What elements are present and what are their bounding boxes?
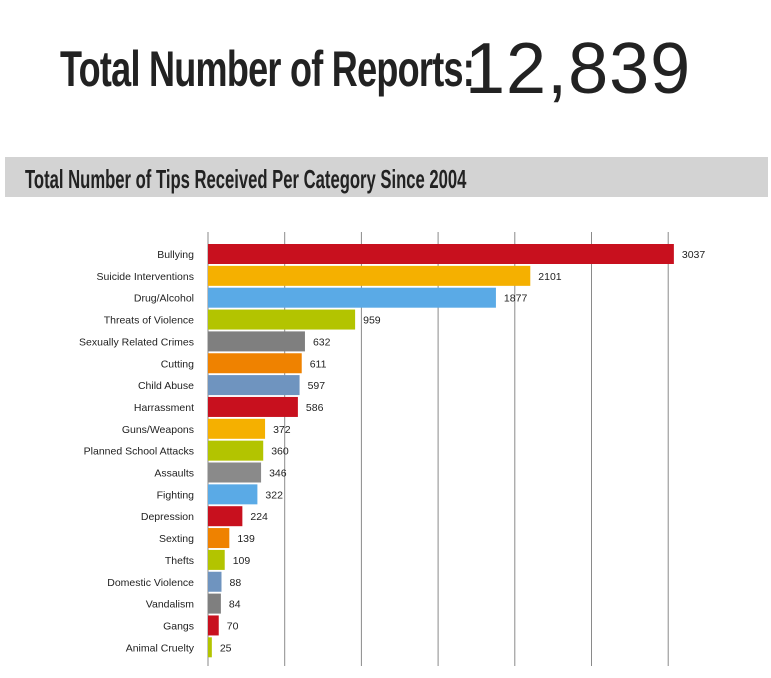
bar <box>208 287 496 308</box>
value-label: 84 <box>229 599 241 611</box>
value-label: 322 <box>265 489 283 501</box>
bar <box>208 265 531 286</box>
category-label: Sexually Related Crimes <box>79 336 194 348</box>
category-label: Suicide Interventions <box>97 271 194 283</box>
value-label: 3037 <box>682 249 706 261</box>
value-label: 346 <box>269 468 287 480</box>
bar <box>208 440 264 461</box>
category-label: Thefts <box>165 555 194 567</box>
bar <box>208 331 305 352</box>
value-label: 25 <box>220 642 232 654</box>
value-label: 360 <box>271 446 289 458</box>
bar <box>208 396 298 417</box>
bar <box>208 615 219 636</box>
chart-title-band: Total Number of Tips Received Per Catego… <box>5 157 768 197</box>
value-label: 372 <box>273 424 291 436</box>
category-label: Gangs <box>163 620 194 632</box>
value-label: 139 <box>237 533 255 545</box>
category-label: Animal Cruelty <box>126 642 195 654</box>
category-label: Child Abuse <box>138 380 194 392</box>
bar <box>208 375 300 396</box>
category-label: Planned School Attacks <box>84 446 194 458</box>
value-label: 2101 <box>538 271 562 283</box>
category-label: Harrassment <box>134 402 194 414</box>
category-label: Depression <box>141 511 194 523</box>
category-label: Threats of Violence <box>104 315 194 327</box>
bar <box>208 462 262 483</box>
value-label: 1877 <box>504 293 528 305</box>
bar <box>208 244 674 264</box>
category-label: Cutting <box>161 358 194 370</box>
category-label: Vandalism <box>146 599 194 611</box>
bar <box>208 528 230 549</box>
value-label: 611 <box>310 358 327 370</box>
category-label: Sexting <box>159 533 194 545</box>
category-label: Fighting <box>157 489 195 501</box>
headline-label: Total Number of Reports: <box>60 41 475 97</box>
bar <box>208 506 243 527</box>
value-label: 632 <box>313 336 331 348</box>
bar <box>208 549 225 570</box>
value-label: 959 <box>363 315 381 327</box>
chart-title: Total Number of Tips Received Per Catego… <box>25 164 467 194</box>
bar <box>208 418 266 439</box>
total-reports-value: 12,839 <box>465 29 692 109</box>
category-label: Bullying <box>157 249 194 261</box>
bar <box>208 309 356 330</box>
category-label: Drug/Alcohol <box>134 293 194 305</box>
value-label: 586 <box>306 402 324 414</box>
value-label: 70 <box>227 620 239 632</box>
value-label: 88 <box>229 577 241 589</box>
value-label: 224 <box>250 511 268 523</box>
bar <box>208 593 221 614</box>
bar <box>208 353 302 374</box>
bar <box>208 571 222 592</box>
category-label: Assaults <box>154 468 194 480</box>
bar <box>208 484 258 505</box>
value-label: 597 <box>308 380 326 392</box>
category-label: Guns/Weapons <box>122 424 194 436</box>
bar <box>208 637 212 658</box>
category-label: Domestic Violence <box>107 577 194 589</box>
value-label: 109 <box>233 555 251 567</box>
